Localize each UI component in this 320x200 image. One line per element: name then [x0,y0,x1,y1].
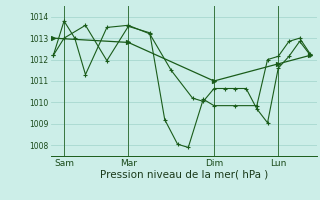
X-axis label: Pression niveau de la mer( hPa ): Pression niveau de la mer( hPa ) [100,169,268,179]
